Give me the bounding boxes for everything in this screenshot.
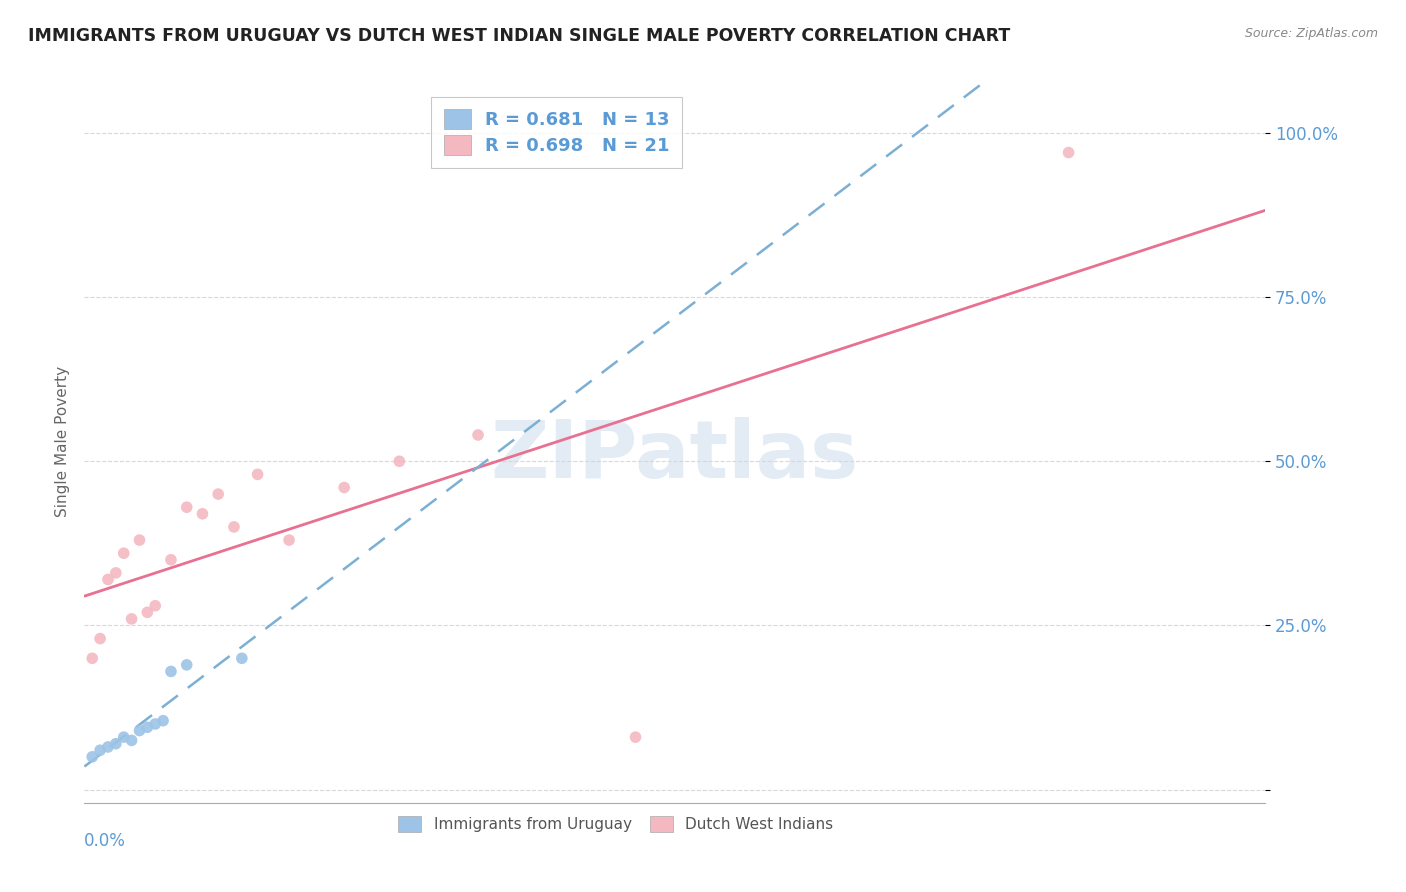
Point <box>97 573 120 587</box>
Point <box>143 599 166 613</box>
Y-axis label: Single Male Poverty: Single Male Poverty <box>55 366 70 517</box>
Point <box>152 714 174 728</box>
Point <box>246 467 269 482</box>
Point <box>89 743 111 757</box>
Point <box>112 730 135 744</box>
Point <box>231 651 253 665</box>
Point <box>176 657 198 672</box>
Text: IMMIGRANTS FROM URUGUAY VS DUTCH WEST INDIAN SINGLE MALE POVERTY CORRELATION CHA: IMMIGRANTS FROM URUGUAY VS DUTCH WEST IN… <box>28 27 1011 45</box>
Point <box>176 500 198 515</box>
Point <box>128 533 150 547</box>
Point <box>207 487 229 501</box>
Point <box>160 553 183 567</box>
Point <box>104 566 127 580</box>
Point <box>82 749 104 764</box>
Point <box>333 481 356 495</box>
Point <box>388 454 411 468</box>
Point <box>222 520 245 534</box>
Point <box>112 546 135 560</box>
Point <box>1057 145 1080 160</box>
Point <box>136 720 159 734</box>
Point <box>97 739 120 754</box>
Point <box>467 428 489 442</box>
Point <box>128 723 150 738</box>
Point <box>191 507 214 521</box>
Point <box>121 612 143 626</box>
Text: 0.0%: 0.0% <box>84 831 127 850</box>
Point <box>89 632 111 646</box>
Point <box>121 733 143 747</box>
Text: Source: ZipAtlas.com: Source: ZipAtlas.com <box>1244 27 1378 40</box>
Legend: Immigrants from Uruguay, Dutch West Indians: Immigrants from Uruguay, Dutch West Indi… <box>392 810 839 838</box>
Point <box>278 533 301 547</box>
Text: ZIPatlas: ZIPatlas <box>491 417 859 495</box>
Point <box>82 651 104 665</box>
Point <box>136 605 159 619</box>
Point <box>104 737 127 751</box>
Point <box>143 717 166 731</box>
Point <box>624 730 647 744</box>
Point <box>160 665 183 679</box>
